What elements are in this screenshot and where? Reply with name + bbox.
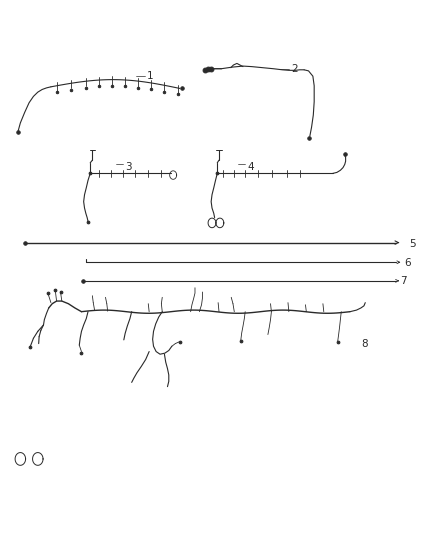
Text: 1: 1 bbox=[147, 71, 154, 81]
Text: 4: 4 bbox=[247, 161, 254, 172]
Text: 5: 5 bbox=[409, 239, 416, 249]
Text: 3: 3 bbox=[125, 161, 132, 172]
Text: 7: 7 bbox=[400, 277, 407, 286]
Text: 2: 2 bbox=[291, 64, 298, 74]
Text: 6: 6 bbox=[405, 259, 411, 268]
Text: 8: 8 bbox=[361, 338, 367, 349]
